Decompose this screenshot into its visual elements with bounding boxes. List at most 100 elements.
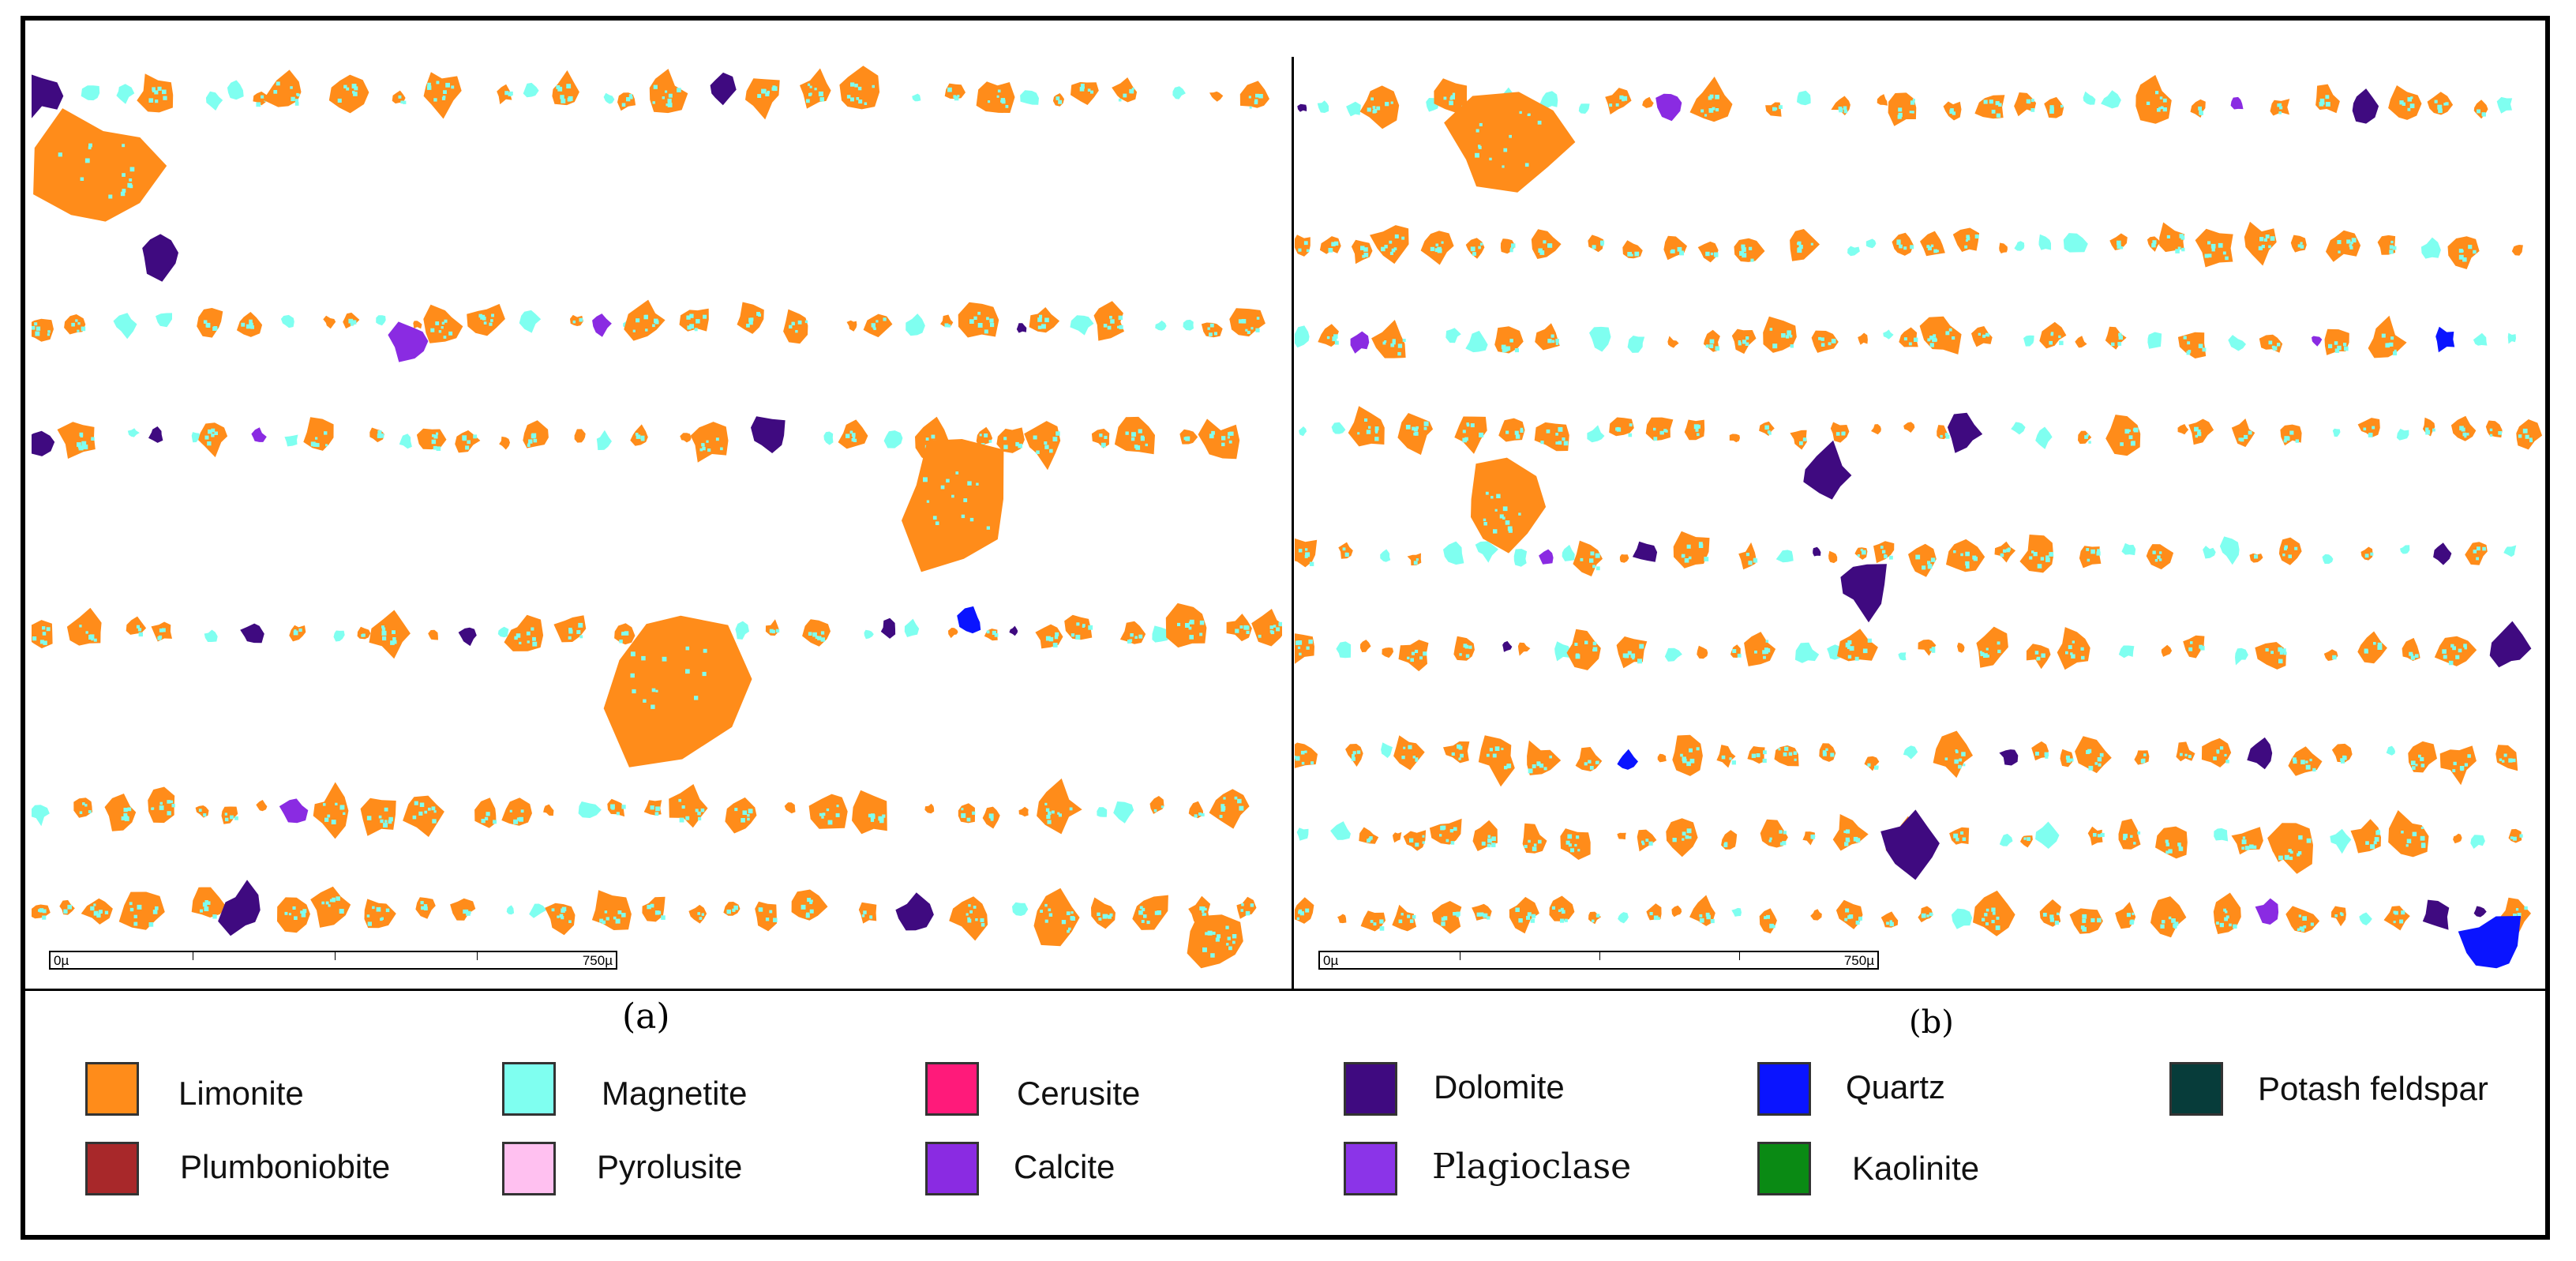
magnetite-speck [2097,918,2102,923]
magnetite-speck [1370,97,1374,101]
magnetite-speck [1415,759,1418,762]
magnetite-speck [846,95,851,99]
magnetite-speck [290,86,293,89]
magnetite-speck [1490,496,1494,499]
magnetite-speck [695,809,699,813]
magnetite-speck [436,81,440,84]
magnetite-speck [1044,802,1048,805]
magnetite-speck [2082,919,2087,923]
magnetite-speck [1640,840,1644,844]
mineral-particle [357,626,371,640]
magnetite-speck [654,320,659,325]
mineral-particle [2507,332,2516,344]
magnetite-speck [2407,107,2411,111]
mineral-particle [1346,101,1361,117]
magnetite-speck [2244,846,2250,850]
magnetite-speck [2394,349,2397,352]
mineral-particle [2105,415,2141,456]
magnetite-speck [2197,432,2202,437]
potash-feldspar-swatch [2169,1062,2223,1116]
mineral-particle [1810,909,1822,921]
magnetite-speck [1211,430,1215,435]
magnetite-speck [1748,561,1753,565]
magnetite-speck [1528,113,1531,116]
magnetite-speck [645,328,648,332]
magnetite-speck [161,628,166,632]
magnetite-speck [154,90,159,95]
magnetite-speck [870,818,875,822]
magnetite-speck [2006,548,2010,553]
magnetite-speck [621,913,626,918]
magnetite-speck [1558,426,1563,432]
mineral-particle [497,626,509,638]
magnetite-speck [1139,906,1143,910]
magnetite-speck [1225,925,1229,929]
mineral-particle [765,619,779,636]
magnetite-speck [1926,914,1929,918]
magnetite-speck [1435,243,1438,246]
magnetite-speck [1546,429,1550,433]
magnetite-speck [298,628,302,632]
magnetite-speck [820,631,825,635]
magnetite-speck [551,908,555,912]
magnetite-speck [1475,152,1479,158]
magnetite-speck [412,815,417,820]
magnetite-speck [431,806,436,811]
magnetite-speck [2300,242,2303,245]
magnetite-speck [2381,333,2386,338]
magnetite-speck [79,811,83,814]
magnetite-speck [1889,555,1893,560]
magnetite-speck [293,630,298,636]
magnetite-speck [2415,764,2418,767]
magnetite-speck [1215,937,1220,942]
magnetite-speck [2373,642,2376,645]
magnetite-speck [2473,550,2477,554]
mineral-particle [808,794,848,829]
magnetite-speck [969,517,974,522]
mineral-particle [2035,426,2053,449]
magnetite-speck [2515,908,2519,911]
magnetite-speck [697,912,700,915]
magnetite-speck [350,322,354,326]
magnetite-speck [1453,827,1457,831]
magnetite-speck [981,923,985,927]
magnetite-speck [815,636,819,640]
scale-bar-a: 0µ 750µ [49,951,617,970]
mineral-particle [725,797,757,834]
mineral-particle [863,313,893,338]
magnetite-speck [611,806,615,810]
mineral-particle [1880,809,1940,880]
magnetite-speck [382,636,387,641]
magnetite-speck [1491,836,1496,841]
mineral-particle [2453,833,2462,844]
magnetite-speck [2133,427,2139,433]
magnetite-speck [698,816,702,820]
mineral-particle [2516,419,2543,450]
magnetite-speck [1157,910,1161,915]
magnetite-speck [2412,831,2417,837]
magnetite-speck [2434,99,2438,103]
mineral-particle [1999,242,2008,253]
magnetite-speck [2503,753,2507,757]
magnetite-speck [1700,109,1704,113]
mineral-particle [2121,542,2136,556]
magnetite-speck [2195,434,2198,438]
magnetite-speck [465,445,470,450]
magnetite-speck [203,320,208,324]
magnetite-speck [2489,433,2493,437]
magnetite-speck [863,910,867,914]
legend-label: Plumboniobite [180,1148,391,1185]
magnetite-speck [204,906,209,911]
magnetite-speck [381,625,384,629]
magnetite-speck [484,816,489,820]
magnetite-speck [1256,317,1260,320]
magnetite-speck [2278,855,2283,861]
magnetite-speck [1903,337,1907,341]
mineral-particle [1797,90,1811,106]
magnetite-speck [876,320,879,323]
magnetite-speck [1914,337,1918,342]
magnetite-speck [651,688,656,692]
mineral-particle [403,795,444,837]
magnetite-speck [203,813,207,817]
magnetite-speck [2525,434,2529,439]
